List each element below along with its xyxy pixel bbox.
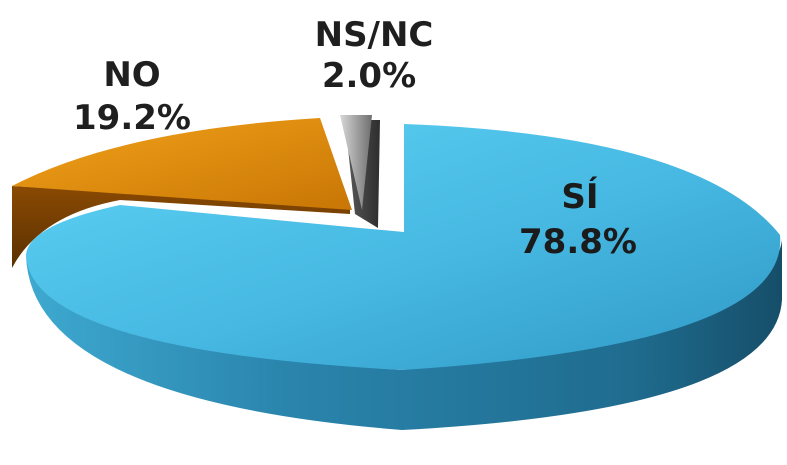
pie-slice-nsnc <box>340 115 372 210</box>
label-si-name: SÍ <box>561 176 598 217</box>
pie-slice-no-side <box>12 186 350 268</box>
pie-slice-no <box>12 118 352 210</box>
label-nsnc-name: NS/NC <box>315 15 434 55</box>
label-si-value: 78.8% <box>519 222 637 262</box>
label-no-name: NO <box>103 55 160 95</box>
pie-slice-si-side <box>26 240 782 430</box>
label-no-value: 19.2% <box>73 98 191 138</box>
pie-slice-si <box>26 124 781 370</box>
label-nsnc-value: 2.0% <box>322 56 416 96</box>
